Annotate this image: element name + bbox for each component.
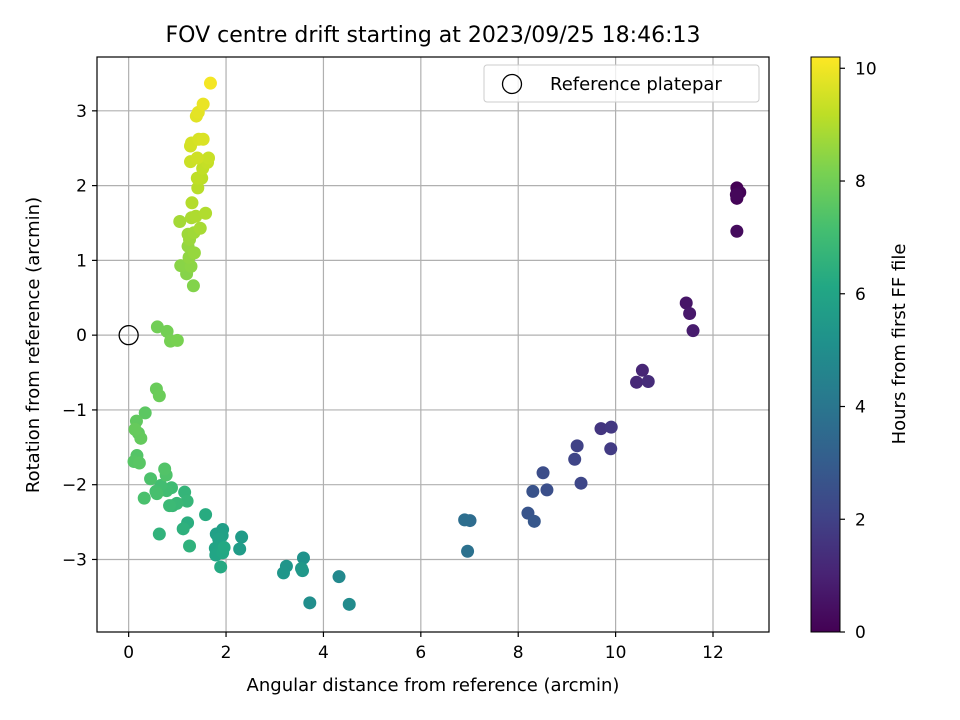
- y-tick-label: −1: [62, 401, 87, 421]
- data-point: [536, 466, 550, 480]
- data-point: [630, 375, 644, 389]
- y-tick-label: −2: [62, 476, 87, 496]
- x-tick-label: 8: [513, 643, 524, 663]
- legend-marker-icon: [501, 73, 523, 95]
- colorbar-tick-label: 8: [855, 172, 866, 192]
- colorbar-tick-label: 6: [855, 285, 866, 305]
- data-point: [342, 597, 356, 611]
- data-point: [461, 544, 475, 558]
- data-point: [174, 259, 188, 273]
- data-point: [217, 541, 231, 555]
- data-point: [150, 320, 164, 334]
- legend-box: [483, 64, 760, 103]
- data-point: [233, 542, 247, 556]
- data-point: [176, 522, 190, 536]
- data-point: [163, 499, 177, 513]
- colorbar-gradient: [810, 56, 841, 633]
- data-point: [526, 484, 540, 498]
- data-point: [137, 491, 151, 505]
- data-point: [540, 483, 554, 497]
- data-point: [641, 375, 655, 389]
- data-point: [202, 151, 216, 165]
- plot-frame: [96, 56, 770, 633]
- data-point: [193, 221, 207, 235]
- data-point: [235, 530, 249, 544]
- x-tick-label: 6: [415, 643, 426, 663]
- data-point: [214, 560, 228, 574]
- y-tick-label: 2: [76, 177, 87, 197]
- data-point: [152, 527, 166, 541]
- x-tick-label: 12: [702, 643, 724, 663]
- data-point: [527, 514, 541, 528]
- data-point: [138, 406, 152, 420]
- data-point: [152, 389, 166, 403]
- x-tick-label: 0: [123, 643, 134, 663]
- x-axis-ticks: 0 2 4 6 8 10 12: [123, 632, 724, 663]
- data-point: [683, 306, 697, 320]
- x-tick-label: 2: [221, 643, 232, 663]
- reference-platepar-marker: [118, 325, 139, 346]
- colorbar-tick-label: 10: [855, 59, 877, 79]
- data-point: [173, 214, 187, 228]
- data-point: [158, 462, 172, 476]
- data-point: [568, 452, 582, 466]
- data-points: [127, 76, 747, 611]
- data-point: [570, 439, 584, 453]
- data-point: [185, 196, 199, 210]
- data-point: [144, 472, 158, 486]
- y-tick-label: 0: [76, 326, 87, 346]
- data-point: [729, 188, 743, 202]
- data-point: [190, 171, 204, 185]
- data-point: [128, 422, 142, 436]
- data-point: [190, 151, 204, 165]
- data-point: [132, 456, 146, 470]
- data-point: [150, 487, 164, 501]
- data-point: [604, 420, 618, 434]
- colorbar-tick-label: 0: [855, 623, 866, 643]
- x-tick-label: 4: [318, 643, 329, 663]
- data-point: [604, 442, 618, 456]
- colorbar: 0 2 4 6 8 10 Hours from first FF file: [810, 56, 910, 643]
- data-point: [180, 494, 194, 508]
- data-point: [203, 76, 217, 90]
- y-tick-label: −3: [62, 550, 87, 570]
- data-point: [196, 97, 210, 111]
- data-point: [191, 181, 205, 195]
- data-point: [303, 596, 317, 610]
- data-point: [199, 508, 213, 522]
- data-point: [574, 476, 588, 490]
- legend-label: Reference platepar: [550, 74, 722, 95]
- data-point: [199, 206, 213, 220]
- chart-title: FOV centre drift starting at 2023/09/25 …: [166, 23, 701, 48]
- data-point: [332, 570, 346, 584]
- data-point: [730, 224, 744, 238]
- x-axis-label: Angular distance from reference (arcmin): [247, 675, 620, 696]
- data-point: [196, 132, 210, 146]
- colorbar-tick-label: 2: [855, 510, 866, 530]
- data-point: [186, 279, 200, 293]
- data-point: [170, 333, 184, 347]
- data-point: [295, 561, 309, 575]
- data-point: [594, 422, 608, 436]
- data-point: [183, 539, 197, 553]
- data-point: [679, 296, 693, 310]
- y-axis-ticks: −3 −2 −1 0 1 2 3: [62, 102, 97, 570]
- colorbar-label: Hours from first FF file: [889, 244, 910, 445]
- y-tick-label: 3: [76, 102, 87, 122]
- legend: Reference platepar: [483, 64, 760, 103]
- data-point: [635, 363, 649, 377]
- data-point: [277, 566, 291, 580]
- y-tick-label: 1: [76, 251, 87, 271]
- data-point: [187, 246, 201, 260]
- data-point: [686, 324, 700, 338]
- colorbar-tick-label: 4: [855, 398, 866, 418]
- grid-lines: [97, 57, 769, 632]
- colorbar-ticks: 0 2 4 6 8 10: [840, 59, 877, 643]
- data-point: [296, 551, 310, 565]
- y-axis-label: Rotation from reference (arcmin): [23, 197, 44, 493]
- x-tick-label: 10: [605, 643, 627, 663]
- data-point: [458, 513, 472, 527]
